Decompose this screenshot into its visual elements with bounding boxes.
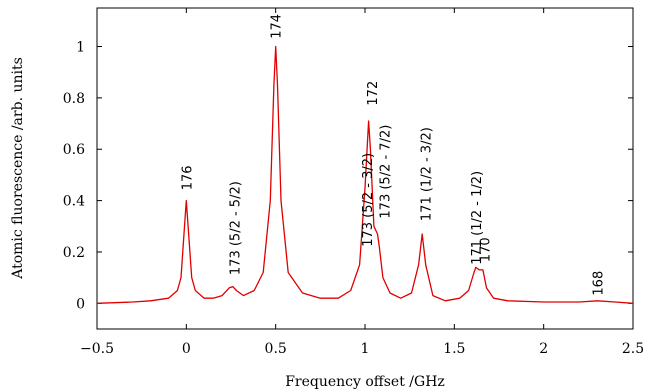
peak-label: 176	[180, 165, 195, 190]
x-tick-label: 2.5	[622, 341, 644, 357]
peak-label: 173 (5/2 - 5/2)	[229, 181, 244, 275]
peak-label: 171 (1/2 - 3/2)	[420, 127, 435, 221]
x-tick-label: 0	[182, 341, 191, 357]
x-tick-label: 0.5	[265, 341, 287, 357]
x-tick-label: 1	[361, 341, 370, 357]
y-tick-label: 1	[76, 40, 85, 56]
spectrum-line	[96, 45, 634, 304]
y-tick-label: 0.2	[63, 245, 85, 261]
peak-label: 168	[591, 271, 606, 296]
y-tick-label: 0	[76, 296, 85, 312]
y-tick-label: 0.6	[63, 142, 85, 158]
peak-label: 173 (5/2 - 3/2)	[361, 153, 376, 247]
x-tick-label: −0.5	[80, 341, 114, 357]
peak-label: 172	[366, 81, 381, 106]
x-tick-label: 2	[539, 341, 548, 357]
peak-label: 171 (1/2 - 1/2)	[470, 171, 485, 265]
x-axis-label: Frequency offset /GHz	[285, 374, 445, 390]
x-tick-label: 1.5	[443, 341, 465, 357]
peak-label: 174	[270, 14, 285, 39]
y-tick-label: 0.8	[63, 91, 85, 107]
y-axis-label: Atomic fluorescence /arb. units	[10, 57, 26, 280]
y-tick-label: 0.4	[63, 194, 85, 210]
peak-label: 173 (5/2 - 7/2)	[379, 125, 394, 219]
peak-label: 170	[479, 237, 494, 262]
